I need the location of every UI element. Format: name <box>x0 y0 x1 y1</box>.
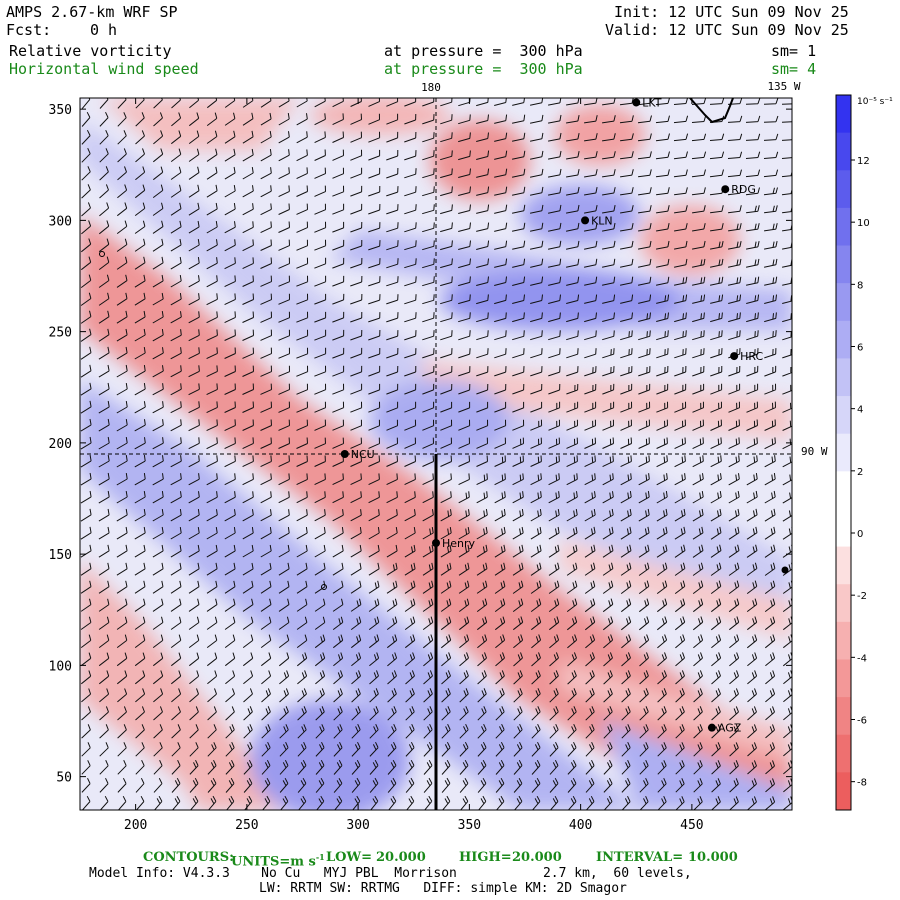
x-tick-label: 300 <box>346 818 369 833</box>
station-marker <box>340 450 349 458</box>
contours-high-value: 20.000 <box>512 850 562 865</box>
colorbar-tick-label: -8 <box>857 778 867 789</box>
forecast-label: Fcst: <box>6 21 52 39</box>
colorbar: 10⁻⁵ s⁻¹ 12 10 8 6 4 2 0 -2 -4 -6 -8 <box>835 94 893 811</box>
colorbar-unit: 10⁻⁵ s⁻¹ <box>857 97 893 107</box>
x-tick-label: 400 <box>569 818 592 833</box>
station-marker <box>730 352 739 361</box>
station-label: HRC <box>740 350 763 363</box>
station-marker <box>721 185 730 194</box>
colorbar-tick-label: 8 <box>857 280 863 291</box>
contours-units: UNITS=m s-1 <box>231 850 325 869</box>
colorbar-step <box>836 659 851 698</box>
colorbar-tick-label: 6 <box>857 343 863 354</box>
colorbar-tick-label: 4 <box>857 405 863 416</box>
stations: LKT RDG KLN HRC NCU Henry AGZ <box>340 96 764 735</box>
station-marker <box>581 216 590 225</box>
field2-smoothing: sm= 4 <box>771 60 817 78</box>
contours-interval-label: INTERVAL= <box>596 850 684 865</box>
model-info-physics: LW: RRTM SW: RRTMG DIFF: simple KM: 2D S… <box>259 881 627 896</box>
model-info: Model Info: V4.3.3 No Cu MYJ PBL Morriso… <box>89 866 692 881</box>
model-title: AMPS 2.67-km WRF SP <box>6 3 178 21</box>
contours-high-label: HIGH= <box>459 850 512 865</box>
field2-name: Horizontal wind speed <box>9 60 199 78</box>
field1-name: Relative vorticity <box>9 42 172 60</box>
colorbar-step <box>836 546 851 585</box>
valid-time: Valid: 12 UTC Sun 09 Nov 25 <box>605 21 849 39</box>
init-time: Init: 12 UTC Sun 09 Nov 25 <box>614 3 849 21</box>
contours-interval-value: 10.000 <box>688 850 738 865</box>
marker-circle <box>99 251 105 257</box>
y-tick-label: 250 <box>49 326 72 341</box>
colorbar-step <box>836 95 851 134</box>
marker-circle <box>321 584 327 590</box>
colorbar-tick-label: -2 <box>857 591 867 602</box>
lon-label-180: 180 <box>421 81 441 94</box>
colorbar-outline <box>835 94 852 811</box>
colorbar-step <box>836 207 851 247</box>
station-label: AGZ <box>718 722 742 735</box>
y-tick-label: 150 <box>49 548 72 563</box>
y-tick-label: 300 <box>49 214 72 229</box>
colorbar-step <box>836 396 851 435</box>
x-tick-label: 200 <box>124 818 147 833</box>
colorbar-tick-label: 2 <box>857 467 863 478</box>
x-tick-label: 250 <box>235 818 258 833</box>
forecast-value: 0 h <box>90 21 118 39</box>
x-tick-label: 450 <box>680 818 703 833</box>
units-exponent: -1 <box>315 852 325 862</box>
coastline <box>689 97 734 124</box>
station-marker <box>632 98 641 107</box>
y-tick-label: 350 <box>49 103 72 118</box>
station-label: Henry <box>442 537 476 550</box>
field2-level: at pressure = 300 hPa <box>384 60 583 78</box>
colorbar-step <box>836 697 851 736</box>
marker-dot <box>781 566 789 574</box>
colorbar-tick-label: 0 <box>857 529 863 540</box>
station-label: NCU <box>351 448 375 461</box>
colorbar-ticks: 12 10 8 6 4 2 0 -2 -4 -6 -8 <box>851 156 870 789</box>
colorbar-step <box>836 132 851 171</box>
field1-smoothing: sm= 1 <box>771 42 817 60</box>
colorbar-step <box>836 734 851 773</box>
station-label: LKT <box>642 96 661 109</box>
colorbar-step <box>836 283 851 322</box>
station-label: RDG <box>731 183 756 196</box>
colorbar-tick-label: -4 <box>857 653 867 664</box>
wind-barbs <box>80 98 792 810</box>
contours-label: CONTOURS: <box>143 850 234 865</box>
contours-low-label: LOW= <box>326 850 372 865</box>
field1-level: at pressure = 300 hPa <box>384 42 583 60</box>
wind-barb-set <box>80 98 792 810</box>
contours-low-value: 20.000 <box>376 850 426 865</box>
colorbar-step <box>836 358 851 397</box>
lat-label-90w: 90 W <box>801 445 828 458</box>
colorbar-step <box>836 170 851 209</box>
x-tick-label: 350 <box>458 818 481 833</box>
y-tick-label: 100 <box>49 659 72 674</box>
colorbar-step <box>836 245 851 284</box>
station-label: KLN <box>591 214 613 227</box>
colorbar-tick-label: -6 <box>857 716 867 727</box>
colorbar-step <box>836 584 851 623</box>
colorbar-step <box>836 772 851 811</box>
colorbar-tick-label: 12 <box>857 156 870 167</box>
colorbar-tick-label: 10 <box>857 218 870 229</box>
colorbar-step <box>836 471 851 510</box>
colorbar-step <box>836 320 851 359</box>
colorbar-step <box>836 508 851 548</box>
units-text: UNITS=m s <box>231 854 316 870</box>
colorbar-step <box>836 433 851 472</box>
station-marker <box>707 723 716 732</box>
lon-label-135w: 135 W <box>767 80 800 93</box>
y-axis: 50 100 150 200 250 300 350 <box>49 103 792 786</box>
station-marker <box>432 539 440 547</box>
colorbar-steps <box>835 94 852 811</box>
y-tick-label: 50 <box>56 771 72 786</box>
colorbar-step <box>836 621 851 660</box>
plot-frame <box>79 97 793 811</box>
y-tick-label: 200 <box>49 437 72 452</box>
x-axis: 200 250 300 350 400 450 <box>124 98 704 833</box>
